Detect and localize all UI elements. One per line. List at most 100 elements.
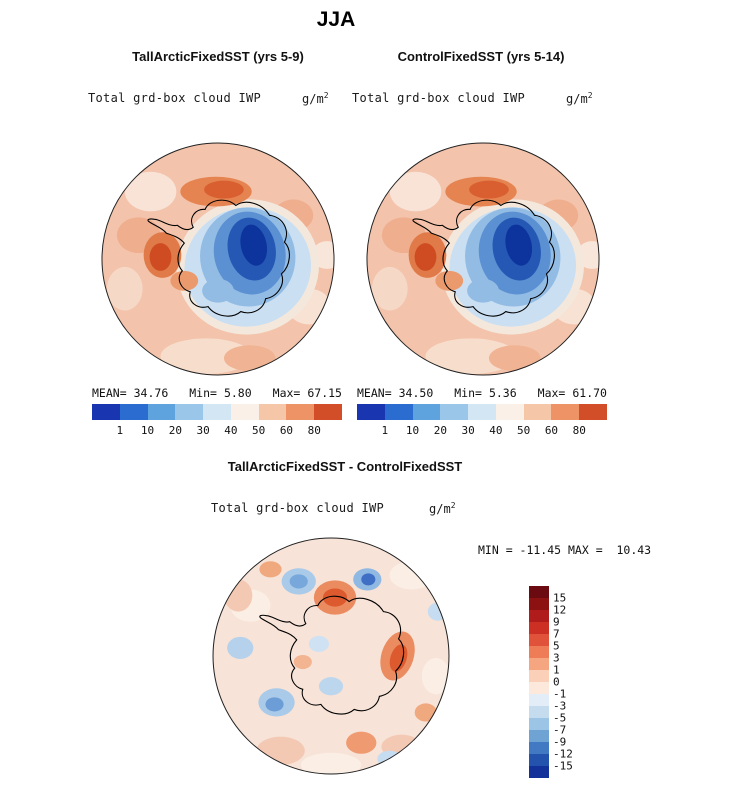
colorbar-segment — [529, 742, 549, 754]
colorbar-segment — [495, 404, 524, 420]
colorbar-segment — [529, 754, 549, 766]
units-exponent: 2 — [450, 501, 456, 510]
colorbar-tick-label: 60 — [279, 424, 294, 437]
colorbar-segment — [412, 404, 441, 420]
colorbar-segment — [529, 586, 549, 598]
mean-value: 34.50 — [398, 386, 434, 400]
colorbar-segment — [230, 404, 259, 420]
colorbar-segment — [529, 670, 549, 682]
colorbar-segment — [314, 404, 343, 420]
colorbar-segment — [175, 404, 204, 420]
colorbar-segment — [529, 610, 549, 622]
colorbar-tick-label: 1 — [381, 424, 389, 437]
colorbar-difference — [529, 586, 549, 778]
colorbar-segment — [468, 404, 496, 420]
colorbar-segment — [579, 404, 608, 420]
difference-minmax: MIN = -11.45 MAX = 10.43 — [478, 543, 652, 557]
colorbar-tick-label: -12 — [553, 747, 573, 761]
map-tallarcticfixedsst — [99, 140, 337, 378]
colorbar-segment — [523, 404, 552, 420]
colorbar-segment — [529, 682, 549, 694]
colorbar-tick-label: 40 — [489, 424, 503, 437]
colorbar-tick-label: 30 — [461, 424, 475, 437]
colorbar-segment — [551, 404, 580, 420]
colorbar-segment — [286, 404, 315, 420]
stat-min: Min= 5.80 — [189, 386, 251, 400]
field-label-difference: Total grd-box cloud IWP — [211, 501, 385, 515]
colorbar-segment — [529, 598, 549, 610]
stat-mean: MEAN= 34.76 — [92, 386, 168, 400]
colorbar-tick-label: -7 — [553, 723, 567, 737]
min-value: 5.36 — [488, 386, 517, 400]
mean-label: MEAN= — [92, 386, 127, 400]
colorbar-segment — [529, 766, 549, 778]
colorbar-left — [92, 404, 343, 420]
colorbar-segment — [529, 718, 549, 730]
colorbar-tick-label: 10 — [140, 424, 155, 437]
panel-title-difference: TallArcticFixedSST - ControlFixedSST — [227, 459, 463, 474]
colorbar-tick-label: 5 — [553, 639, 560, 653]
stat-max: Max= 67.15 — [273, 386, 342, 400]
colorbar-tick-label: 50 — [252, 424, 266, 437]
colorbar-tick-label: 7 — [553, 627, 560, 641]
colorbar-tick-label: 3 — [553, 651, 560, 665]
colorbar-segment — [529, 694, 549, 706]
colorbar-segment — [384, 404, 413, 420]
colorbar-tick-label: -15 — [553, 759, 573, 773]
colorbar-tick-label: -5 — [553, 711, 567, 725]
units-label-right: g/m2 — [566, 91, 593, 106]
max-label: Max= — [537, 386, 566, 400]
colorbar-tick-label: -9 — [553, 735, 567, 749]
max-label: Max= — [272, 386, 301, 400]
colorbar-tick-label: 80 — [572, 424, 586, 437]
max-value: 67.15 — [307, 386, 342, 400]
colorbar-tick-label: -1 — [553, 687, 567, 701]
colorbar-segment — [529, 646, 549, 658]
colorbar-segment — [440, 404, 469, 420]
colorbar-tick-label: 10 — [405, 424, 420, 437]
colorbar-tick-label: 20 — [433, 424, 447, 437]
map-difference — [210, 535, 452, 777]
colorbar-segment — [529, 706, 549, 718]
colorbar-left-ticks: 1 10 20 30 40 50 60 80 — [92, 424, 342, 438]
colorbar-tick-label: 1 — [116, 424, 124, 437]
map-controlfixedsst — [364, 140, 602, 378]
units-label-difference: g/m2 — [429, 501, 456, 516]
min-value: 5.80 — [223, 386, 252, 400]
stats-right: MEAN= 34.50 Min= 5.36 Max= 61.70 — [357, 386, 607, 400]
colorbar-segment — [119, 404, 148, 420]
units-exponent: 2 — [587, 91, 593, 100]
stats-left: MEAN= 34.76 Min= 5.80 Max= 67.15 — [92, 386, 342, 400]
colorbar-tick-label: 20 — [168, 424, 182, 437]
colorbar-segment — [529, 634, 549, 646]
colorbar-tick-label: 30 — [196, 424, 210, 437]
colorbar-difference-ticks: 15 12 9 7 5 3 1 0 -1 -3 -5 -7 -9 -12 -15 — [553, 586, 587, 778]
max-value: 61.70 — [572, 386, 607, 400]
units-label-left: g/m2 — [302, 91, 329, 106]
colorbar-tick-label: -3 — [553, 699, 567, 713]
units-base: g/m — [302, 92, 324, 106]
colorbar-right-ticks: 1 10 20 30 40 50 60 80 — [357, 424, 607, 438]
colorbar-segment — [203, 404, 231, 420]
colorbar-segment — [529, 730, 549, 742]
units-base: g/m — [566, 92, 588, 106]
units-exponent: 2 — [323, 91, 329, 100]
figure-title: JJA — [316, 8, 356, 31]
mean-label: MEAN= — [357, 386, 392, 400]
stat-min: Min= 5.36 — [454, 386, 516, 400]
stat-mean: MEAN= 34.50 — [357, 386, 433, 400]
colorbar-tick-label: 15 — [553, 591, 567, 605]
colorbar-segment — [529, 658, 549, 670]
colorbar-segment — [357, 404, 385, 420]
colorbar-tick-label: 9 — [553, 615, 560, 629]
colorbar-tick-label: 40 — [224, 424, 238, 437]
field-label-right: Total grd-box cloud IWP — [352, 91, 526, 105]
panel-title-left: TallArcticFixedSST (yrs 5-9) — [132, 49, 304, 64]
field-label-left: Total grd-box cloud IWP — [88, 91, 262, 105]
panel-title-right: ControlFixedSST (yrs 5-14) — [397, 49, 565, 64]
colorbar-segment — [92, 404, 120, 420]
colorbar-tick-label: 80 — [307, 424, 321, 437]
colorbar-tick-label: 1 — [553, 663, 560, 677]
colorbar-segment — [258, 404, 287, 420]
